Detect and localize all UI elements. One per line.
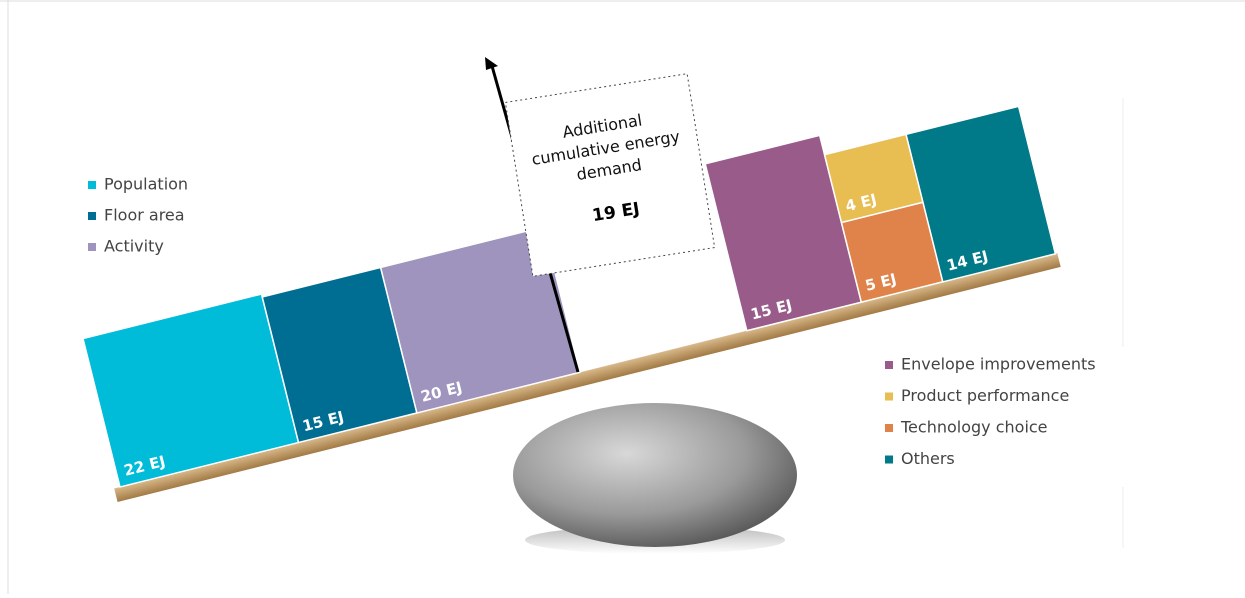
legend-swatch [88,212,96,220]
legend-label: Activity [104,237,164,256]
legend-swatch [885,392,893,401]
legend-swatch [88,243,96,251]
annotation: Additional cumulative energy demand 19 E… [504,73,716,277]
legend-swatch [88,181,96,189]
legend-label: Floor area [104,206,185,225]
legend-label: Product performance [901,386,1069,405]
legend-label: Envelope improvements [901,355,1096,374]
legend-label: Population [104,175,188,194]
legend-label: Others [901,449,955,468]
legend: Population Floor area Activity [88,175,188,256]
legend-swatch [885,424,893,432]
block [905,105,1057,283]
annotation-box [504,73,716,277]
plank [114,253,1061,503]
rock [513,403,797,547]
legend-swatch [885,361,893,369]
block [379,225,581,414]
legend-bg [875,347,1143,487]
legend: Envelope improvements Product performance… [875,347,1143,487]
arrow-head [485,57,498,70]
legend-label: Technology choice [900,418,1048,437]
legend-swatch [885,455,893,464]
